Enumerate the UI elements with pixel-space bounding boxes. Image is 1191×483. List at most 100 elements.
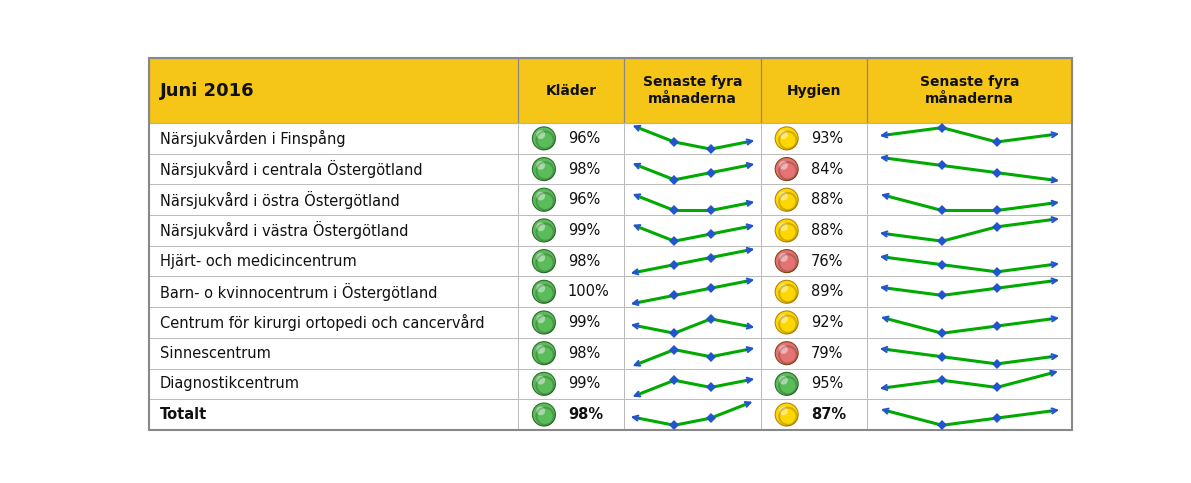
Circle shape [536, 130, 545, 139]
Bar [867, 123, 1072, 154]
Bar [761, 215, 867, 246]
Text: Närsjukvård i västra Östergötland: Närsjukvård i västra Östergötland [160, 221, 409, 240]
Text: 92%: 92% [811, 315, 843, 330]
Text: 98%: 98% [568, 254, 600, 269]
Bar [149, 58, 518, 123]
Circle shape [775, 127, 798, 150]
Bar [518, 338, 624, 369]
Bar [761, 123, 867, 154]
Circle shape [775, 341, 798, 365]
Circle shape [779, 222, 787, 231]
Circle shape [775, 372, 798, 396]
Text: Centrum för kirurgi ortopedi och cancervård: Centrum för kirurgi ortopedi och cancerv… [160, 314, 485, 331]
Text: 87%: 87% [811, 407, 846, 422]
Circle shape [532, 311, 555, 334]
Bar [867, 246, 1072, 276]
Bar [518, 58, 624, 123]
Circle shape [532, 250, 555, 272]
Bar [761, 399, 867, 430]
Text: 95%: 95% [811, 376, 843, 391]
Circle shape [536, 222, 545, 231]
Text: Barn- o kvinnocentrum i Östergötland: Barn- o kvinnocentrum i Östergötland [160, 283, 437, 301]
Text: 89%: 89% [811, 284, 843, 299]
Bar [624, 246, 761, 276]
Circle shape [536, 314, 545, 323]
Text: 99%: 99% [568, 223, 600, 238]
Circle shape [536, 345, 545, 354]
Text: 96%: 96% [568, 192, 600, 207]
Text: 98%: 98% [568, 162, 600, 177]
Bar [867, 215, 1072, 246]
Text: Närsjukvård i centrala Östergötland: Närsjukvård i centrala Östergötland [160, 160, 423, 178]
Bar [761, 369, 867, 399]
Text: 88%: 88% [811, 223, 843, 238]
Circle shape [532, 341, 555, 365]
Bar [867, 399, 1072, 430]
Text: Kläder: Kläder [545, 84, 597, 98]
Bar [624, 338, 761, 369]
Text: 99%: 99% [568, 315, 600, 330]
Bar [761, 307, 867, 338]
Text: Senaste fyra
månaderna: Senaste fyra månaderna [643, 75, 742, 106]
Bar [867, 276, 1072, 307]
Circle shape [775, 219, 798, 242]
Text: 96%: 96% [568, 131, 600, 146]
Text: 84%: 84% [811, 162, 843, 177]
Text: Diagnostikcentrum: Diagnostikcentrum [160, 376, 300, 391]
Circle shape [536, 192, 545, 200]
Bar [518, 307, 624, 338]
Circle shape [532, 188, 555, 211]
Bar [149, 399, 518, 430]
Bar [518, 185, 624, 215]
Circle shape [532, 403, 555, 426]
Bar [149, 307, 518, 338]
Text: 100%: 100% [568, 284, 610, 299]
Circle shape [779, 192, 787, 200]
Bar [518, 154, 624, 185]
Bar [624, 123, 761, 154]
Circle shape [536, 407, 545, 415]
Bar [624, 185, 761, 215]
Circle shape [775, 157, 798, 181]
Text: Närsjukvård i östra Östergötland: Närsjukvård i östra Östergötland [160, 191, 400, 209]
Bar [149, 58, 1072, 123]
Text: Sinnescentrum: Sinnescentrum [160, 346, 270, 361]
Bar [761, 338, 867, 369]
Bar [518, 369, 624, 399]
Bar [518, 215, 624, 246]
Circle shape [775, 311, 798, 334]
Bar [867, 369, 1072, 399]
Bar [867, 154, 1072, 185]
Circle shape [532, 157, 555, 181]
Bar [518, 399, 624, 430]
Bar [761, 276, 867, 307]
Circle shape [532, 372, 555, 396]
Bar [867, 185, 1072, 215]
Text: Totalt: Totalt [160, 407, 207, 422]
Circle shape [779, 253, 787, 262]
Circle shape [779, 376, 787, 384]
Bar [624, 276, 761, 307]
Bar [624, 307, 761, 338]
Circle shape [779, 130, 787, 139]
Bar [761, 58, 867, 123]
Bar [624, 215, 761, 246]
Circle shape [775, 188, 798, 211]
Circle shape [775, 403, 798, 426]
Bar [149, 154, 518, 185]
Text: 76%: 76% [811, 254, 843, 269]
Circle shape [536, 253, 545, 262]
Text: 98%: 98% [568, 346, 600, 361]
Bar [624, 154, 761, 185]
Text: 88%: 88% [811, 192, 843, 207]
Bar [149, 246, 518, 276]
Bar [149, 123, 518, 154]
Bar [867, 58, 1072, 123]
Text: 79%: 79% [811, 346, 843, 361]
Bar [149, 338, 518, 369]
Circle shape [779, 314, 787, 323]
Bar [761, 154, 867, 185]
Bar [624, 369, 761, 399]
Bar [867, 338, 1072, 369]
Circle shape [532, 280, 555, 303]
